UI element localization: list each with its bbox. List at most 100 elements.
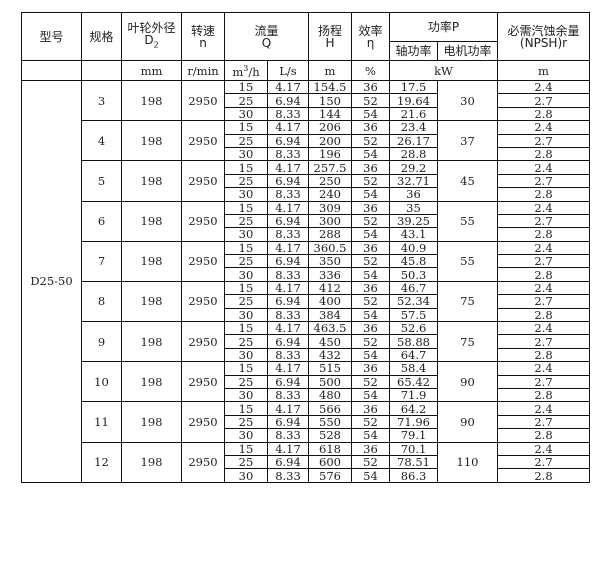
head-cell: 257.5: [308, 160, 352, 175]
spec-cell: 6: [81, 200, 122, 242]
table-row: 6 198 2950 15 4.17 309 36 35 55 2.4: [22, 200, 590, 242]
spec-cell: 4: [81, 120, 122, 162]
efficiency-cell: 52: [351, 334, 390, 349]
speed-cell: 2950: [181, 401, 225, 443]
table-row: 11 198 2950 15 4.17 566 36 64.2 90 2.4: [22, 401, 590, 443]
head-cell: 150: [308, 93, 352, 108]
shaft-power-cell: 65.42: [389, 374, 438, 389]
shaft-power-cell: 45.8: [389, 254, 438, 269]
flow-m3h-cell: 30: [224, 468, 268, 483]
table-row: 25 6.94 450 52 58.88 2.7: [22, 334, 590, 349]
efficiency-cell: 52: [351, 374, 390, 389]
head-label: 扬程: [317, 23, 342, 38]
impeller-cell: 198: [121, 361, 182, 403]
shaft-power-cell: 32.71: [389, 173, 438, 189]
impeller-cell: 198: [121, 200, 182, 242]
flow-ls-cell: 6.94: [267, 454, 309, 470]
table-row: 30 8.33 576 54 86.3 2.8: [22, 468, 590, 483]
shaft-power-cell: 52.34: [389, 294, 438, 309]
flow-m3h-cell: 25: [224, 334, 268, 349]
shaft-power-cell: 28.8: [389, 146, 438, 162]
pump-performance-table: 型号 规格 叶轮外径 D2 转速 n 流量 Q 扬程 H 效率 η 功率P 必需汽蚀余量(…: [21, 12, 590, 483]
table-row: 30 8.33 528 54 79.1 2.8: [22, 428, 590, 443]
npsh-cell: 2.7: [497, 173, 590, 189]
shaft-power-cell: 46.7: [389, 280, 438, 296]
flow-ls-cell: 6.94: [267, 93, 309, 108]
npsh-cell: 2.4: [497, 120, 590, 135]
head-cell: 412: [308, 280, 352, 296]
npsh-label: 必需汽蚀余量: [507, 23, 580, 38]
head-cell: 206: [308, 120, 352, 135]
npsh-cell: 2.4: [497, 160, 590, 175]
flow-m3h-cell: 30: [224, 428, 268, 443]
speed-cell: 2950: [181, 79, 225, 122]
table-row: 7 198 2950 15 4.17 360.5 36 40.9 55 2.4: [22, 240, 590, 282]
flow-m3h-cell: 25: [224, 173, 268, 189]
efficiency-cell: 54: [351, 468, 390, 483]
impeller-cell: 198: [121, 280, 182, 323]
impeller-cell: 198: [121, 79, 182, 122]
head-cell: 200: [308, 133, 352, 148]
flow-ls-cell: 8.33: [267, 267, 309, 282]
flow-ls-cell: 6.94: [267, 414, 309, 430]
spec-cell: 11: [81, 401, 122, 443]
npsh-cell: 2.4: [497, 321, 590, 336]
shaft-power-cell: 40.9: [389, 240, 438, 256]
flow-ls-cell: 4.17: [267, 160, 309, 175]
flow-m3h-cell: 25: [224, 93, 268, 108]
unit-spec: [81, 60, 122, 81]
flow-ls-cell: 4.17: [267, 401, 309, 416]
flow-ls-cell: 8.33: [267, 347, 309, 363]
unit-efficiency: %: [351, 60, 390, 81]
motor-power-cell: 37: [437, 120, 498, 162]
shaft-power-cell: 43.1: [389, 227, 438, 242]
shaft-power-cell: 21.6: [389, 106, 438, 122]
shaft-power-cell: 79.1: [389, 428, 438, 443]
motor-power-cell: 90: [437, 401, 498, 443]
flow-ls-cell: 6.94: [267, 173, 309, 189]
flow-m3h-cell: 30: [224, 227, 268, 242]
efficiency-cell: 54: [351, 187, 390, 202]
npsh-cell: 2.8: [497, 387, 590, 403]
efficiency-cell: 36: [351, 160, 390, 175]
flow-m3h-cell: 15: [224, 160, 268, 175]
flow-ls-cell: 8.33: [267, 187, 309, 202]
npsh-cell: 2.7: [497, 213, 590, 229]
head-cell: 154.5: [308, 79, 352, 95]
shaft-power-cell: 17.5: [389, 79, 438, 95]
efficiency-cell: 36: [351, 361, 390, 376]
table-row: 10 198 2950 15 4.17 515 36 58.4 90 2.4: [22, 361, 590, 403]
shaft-power-cell: 58.4: [389, 361, 438, 376]
flow-m3h-cell: 15: [224, 120, 268, 135]
header-flow: 流量 Q: [224, 12, 309, 61]
unit-sup: 3: [243, 64, 249, 74]
head-cell: 550: [308, 414, 352, 430]
unit-flow-m3h: m3/h: [224, 60, 268, 81]
speed-cell: 2950: [181, 280, 225, 323]
speed-cell: 2950: [181, 160, 225, 202]
efficiency-cell: 36: [351, 200, 390, 215]
flow-ls-cell: 8.33: [267, 146, 309, 162]
shaft-power-cell: 64.7: [389, 347, 438, 363]
efficiency-cell: 52: [351, 294, 390, 309]
shaft-power-cell: 64.2: [389, 401, 438, 416]
efficiency-cell: 36: [351, 280, 390, 296]
npsh-cell: 2.8: [497, 106, 590, 122]
flow-m3h-cell: 15: [224, 401, 268, 416]
flow-label: 流量: [254, 23, 279, 38]
npsh-cell: 2.8: [497, 468, 590, 483]
shaft-power-cell: 86.3: [389, 468, 438, 483]
spec-cell: 5: [81, 160, 122, 202]
flow-m3h-cell: 30: [224, 387, 268, 403]
shaft-power-cell: 71.96: [389, 414, 438, 430]
flow-m3h-cell: 15: [224, 200, 268, 215]
npsh-cell: 2.7: [497, 414, 590, 430]
flow-m3h-cell: 15: [224, 79, 268, 95]
shaft-power-cell: 35: [389, 200, 438, 215]
table-row: 30 8.33 240 54 36 2.8: [22, 187, 590, 202]
head-cell: 350: [308, 254, 352, 269]
flow-ls-cell: 8.33: [267, 387, 309, 403]
eff-label: 效率: [358, 23, 383, 38]
header-power: 功率P: [389, 12, 498, 42]
flow-m3h-cell: 30: [224, 347, 268, 363]
